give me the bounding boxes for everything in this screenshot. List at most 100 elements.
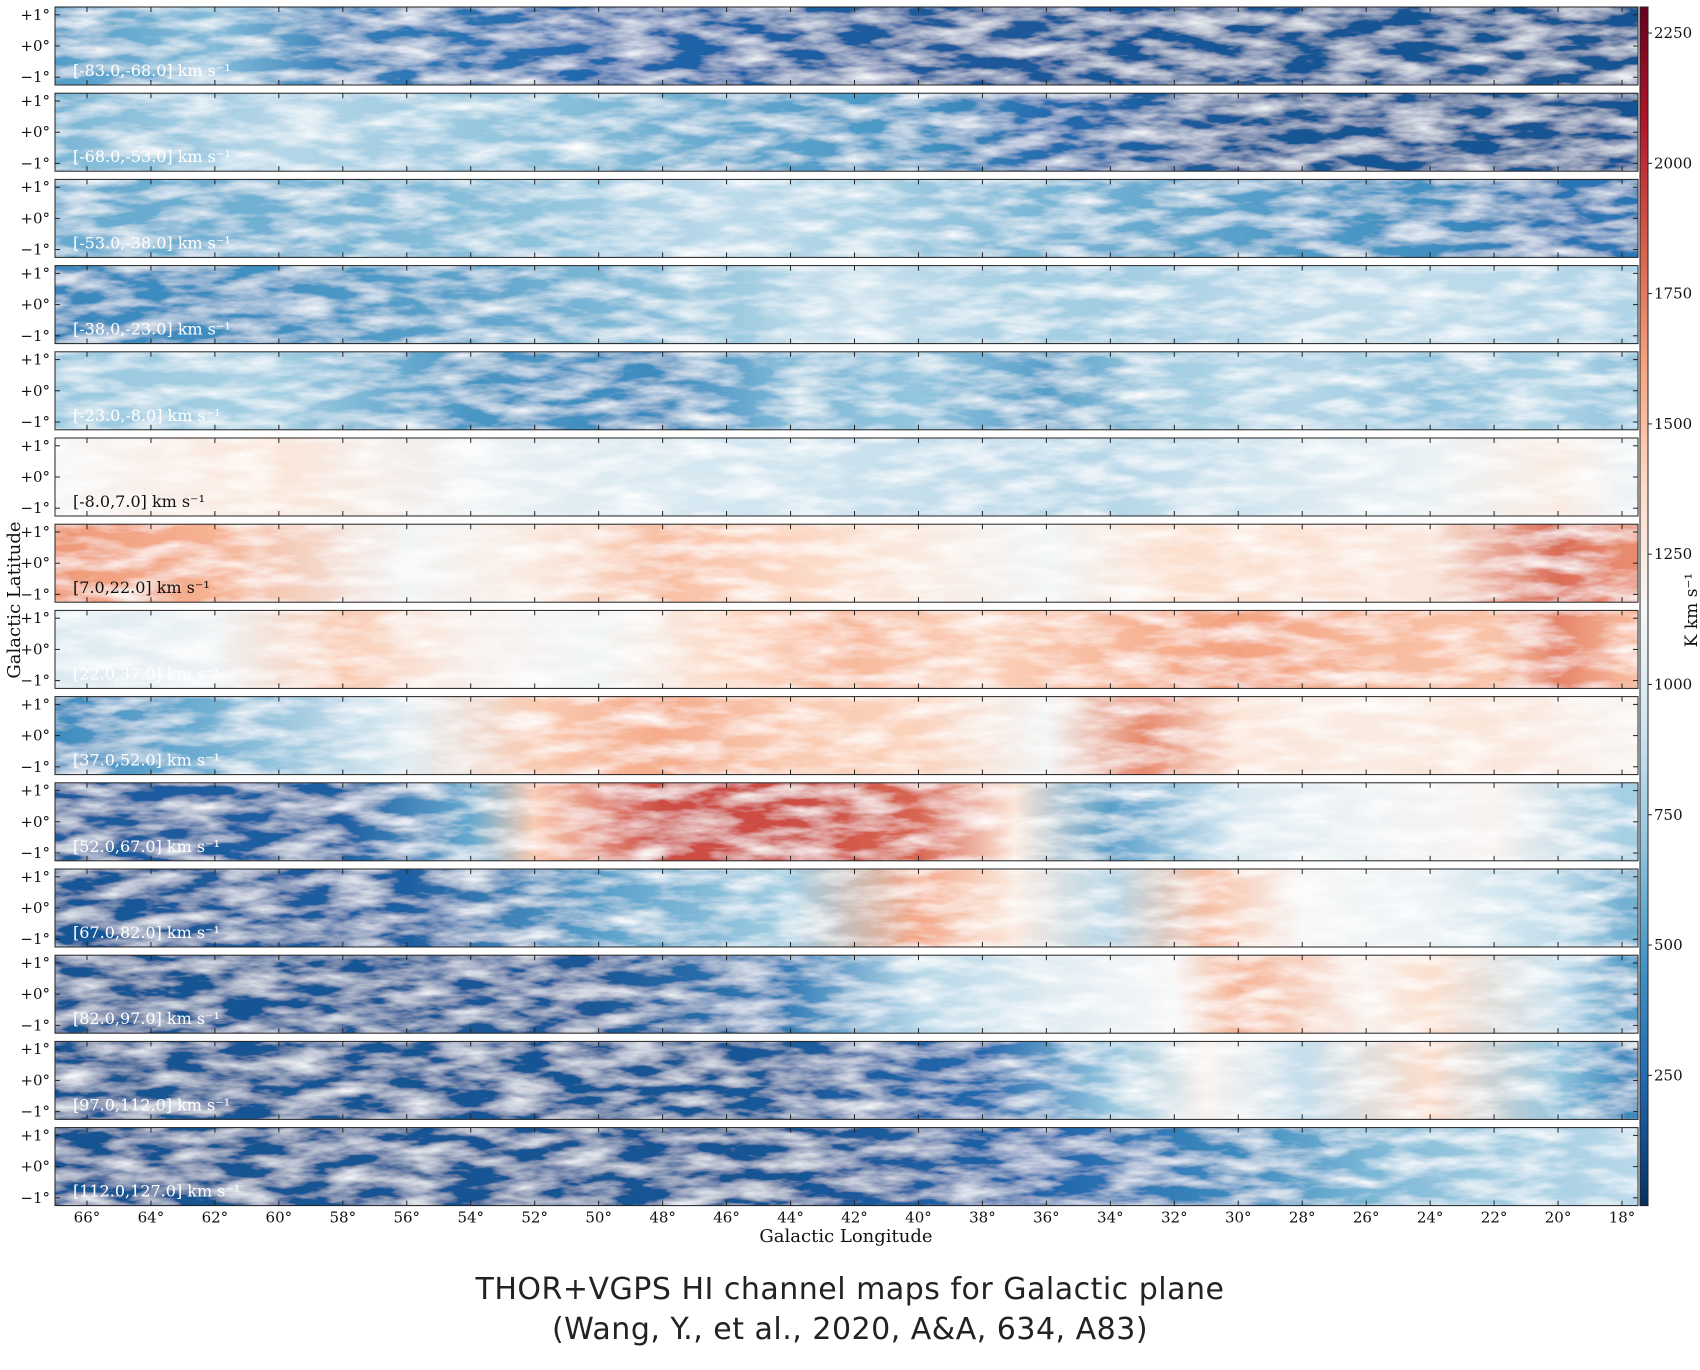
y-tick-label: −1° [20, 241, 50, 259]
channel-panel: +1° +0° −1° [52.0,67.0] km s⁻¹ [20, 782, 1639, 862]
velocity-range-label: [-38.0,-23.0] km s⁻¹ [73, 320, 231, 339]
x-tick-label: 18° [1609, 1209, 1636, 1227]
y-tick-label: +1° [20, 609, 50, 627]
channel-map-image [55, 1127, 1638, 1206]
y-tick-label: +1° [20, 954, 50, 972]
colorbar-tick-label: 1750 [1654, 285, 1692, 303]
colorbar-tick-label: 2000 [1654, 154, 1692, 172]
y-tick-label: −1° [20, 1189, 50, 1207]
colorbar-tick-label: 750 [1654, 806, 1683, 824]
y-tick-label: +1° [20, 868, 50, 886]
velocity-range-label: [-68.0,-53.0] km s⁻¹ [73, 147, 231, 166]
x-tick-label: 48° [649, 1209, 676, 1227]
y-axis-label: Galactic Latitude [4, 521, 25, 678]
colorbar-tick-label: 250 [1654, 1066, 1683, 1084]
channel-map-image [55, 610, 1638, 689]
velocity-range-label: [-23.0,-8.0] km s⁻¹ [73, 406, 221, 425]
channel-panel: +1° +0° −1° [112.0,127.0] km s⁻¹ [20, 1126, 1639, 1207]
colorbar: 250 500 750 1000 1250 1500 1750 2000 2250 [1639, 6, 1692, 1207]
channel-maps-figure: +1° +0° −1° [-83.0,-68.0] km s⁻¹ +1° +0° −1° [-… [4, 6, 1700, 1247]
x-tick-label: 64° [138, 1209, 165, 1227]
velocity-range-label: [-83.0,-68.0] km s⁻¹ [73, 61, 231, 80]
y-tick-label: −1° [20, 758, 50, 776]
x-axis-label: Galactic Longitude [759, 1226, 932, 1247]
y-tick-label: −1° [20, 1016, 50, 1034]
y-tick-label: −1° [20, 1103, 50, 1121]
x-tick-label: 66° [74, 1209, 101, 1227]
x-tick-label: 46° [713, 1209, 740, 1227]
y-tick-label: −1° [20, 672, 50, 690]
colorbar-label: K km s⁻¹ [1682, 573, 1700, 647]
y-tick-label: +1° [20, 695, 50, 713]
channel-panel: +1° +0° −1° [67.0,82.0] km s⁻¹ [20, 868, 1639, 948]
colorbar-tick-label: 500 [1654, 936, 1683, 954]
velocity-range-label: [7.0,22.0] km s⁻¹ [73, 578, 210, 597]
x-tick-label: 30° [1225, 1209, 1252, 1227]
y-tick-label: +1° [20, 1126, 50, 1144]
figure-caption-citation: (Wang, Y., et al., 2020, A&A, 634, A83) [551, 1312, 1149, 1347]
x-tick-label: 52° [521, 1209, 548, 1227]
y-tick-label: +1° [20, 351, 50, 369]
channel-panel: +1° +0° −1° [-38.0,-23.0] km s⁻¹ [20, 264, 1639, 345]
velocity-range-label: [-8.0,7.0] km s⁻¹ [73, 492, 205, 511]
x-tick-label: 22° [1481, 1209, 1508, 1227]
y-tick-label: +0° [20, 296, 50, 314]
channel-map-image [55, 7, 1638, 85]
x-tick-label: 50° [585, 1209, 612, 1227]
y-tick-label: +1° [20, 178, 50, 196]
x-tick-label: 20° [1545, 1209, 1572, 1227]
x-tick-label: 40° [905, 1209, 932, 1227]
channel-map-image [55, 179, 1638, 258]
y-tick-label: −1° [20, 68, 50, 86]
y-tick-label: −1° [20, 930, 50, 948]
channel-panel: +1° +0° −1° [-83.0,-68.0] km s⁻¹ [20, 6, 1639, 86]
y-tick-label: −1° [20, 413, 50, 431]
y-tick-label: +1° [20, 92, 50, 110]
velocity-range-label: [-53.0,-38.0] km s⁻¹ [73, 233, 231, 252]
y-tick-label: −1° [20, 844, 50, 862]
x-tick-label: 32° [1161, 1209, 1188, 1227]
channel-panel: +1° +0° −1° [-23.0,-8.0] km s⁻¹ [20, 351, 1639, 431]
channel-map-image [55, 696, 1638, 775]
channel-map-image [55, 265, 1638, 344]
y-tick-label: +0° [20, 1071, 50, 1089]
velocity-range-label: [22.0,37.0] km s⁻¹ [73, 664, 220, 683]
x-tick-label: 42° [841, 1209, 868, 1227]
channel-panel: +1° +0° −1° [-53.0,-38.0] km s⁻¹ [20, 178, 1639, 259]
channel-panel: +1° +0° −1° [37.0,52.0] km s⁻¹ [20, 695, 1639, 776]
y-tick-label: +1° [20, 6, 50, 24]
channel-panel: +1° +0° −1° [-8.0,7.0] km s⁻¹ [20, 437, 1639, 517]
panels-layer: +1° +0° −1° [-83.0,-68.0] km s⁻¹ +1° +0° −1° [-… [20, 6, 1639, 1207]
y-tick-label: +0° [20, 640, 50, 658]
y-tick-label: +1° [20, 1040, 50, 1058]
channel-map-image [55, 869, 1638, 947]
x-tick-label: 54° [457, 1209, 484, 1227]
y-tick-label: +0° [20, 554, 50, 572]
y-tick-label: −1° [20, 585, 50, 603]
velocity-range-label: [112.0,127.0] km s⁻¹ [73, 1182, 240, 1201]
channel-map-image [55, 782, 1638, 861]
colorbar-tick-label: 1500 [1654, 415, 1692, 433]
y-tick-label: +0° [20, 985, 50, 1003]
channel-map-image [55, 351, 1638, 430]
channel-map-image [55, 955, 1638, 1034]
y-tick-label: −1° [20, 154, 50, 172]
colorbar-tick-label: 1000 [1654, 675, 1692, 693]
channel-map-image [55, 524, 1638, 603]
colorbar-tick-label: 2250 [1654, 24, 1692, 42]
y-tick-label: +0° [20, 727, 50, 745]
y-tick-label: +1° [20, 437, 50, 455]
y-tick-label: +0° [20, 209, 50, 227]
x-tick-label: 62° [202, 1209, 229, 1227]
x-tick-label: 34° [1097, 1209, 1124, 1227]
x-tick-label: 60° [266, 1209, 293, 1227]
x-tick-label: 26° [1353, 1209, 1380, 1227]
channel-panel: +1° +0° −1° [82.0,97.0] km s⁻¹ [20, 954, 1639, 1034]
channel-panel: +1° +0° −1° [22.0,37.0] km s⁻¹ [20, 609, 1639, 690]
y-tick-label: +1° [20, 264, 50, 282]
velocity-range-label: [37.0,52.0] km s⁻¹ [73, 751, 220, 770]
channel-panel: +1° +0° −1° [-68.0,-53.0] km s⁻¹ [20, 92, 1639, 172]
y-tick-label: +0° [20, 899, 50, 917]
colorbar-tick-label: 1250 [1654, 545, 1692, 563]
channel-panel: +1° +0° −1° [7.0,22.0] km s⁻¹ [20, 523, 1639, 603]
